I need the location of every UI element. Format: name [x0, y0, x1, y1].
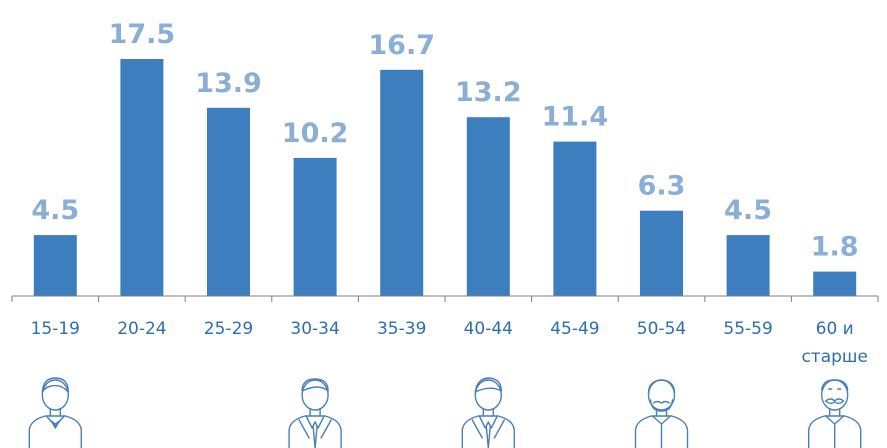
data-label-45-49: 11.4: [542, 102, 609, 133]
value-labels-layer: 4.5 17.5 13.9 10.2 16.7 13.2 11.4 6.3 4.5 1.8: [31, 19, 858, 263]
bar-20-24: [120, 59, 164, 296]
data-label-55-59: 4.5: [724, 195, 772, 226]
x-tick-label-50-54: 50-54: [637, 319, 686, 339]
young-man-icon: [28, 377, 82, 448]
data-label-25-29: 13.9: [195, 68, 262, 99]
bars-layer: [33, 59, 857, 296]
person-icons-row: [28, 377, 862, 448]
bar-50-54: [640, 210, 683, 296]
x-tick-labels: 15-19 20-24 25-29 30-34 35-39 40-44 45-49 50-54…: [31, 319, 868, 367]
data-label-40-44: 13.2: [455, 77, 522, 108]
businessman-icon: [288, 378, 342, 448]
elderly-man-icon: [808, 379, 862, 448]
bar-15-19: [33, 235, 77, 296]
data-label-35-39: 16.7: [368, 30, 435, 61]
x-axis: [11, 295, 879, 302]
bar-60 и старше: [813, 271, 857, 296]
x-tick-label-40-44: 40-44: [464, 319, 513, 339]
data-label-20-24: 17.5: [109, 19, 176, 50]
x-tick-label-20-24: 20-24: [117, 319, 166, 339]
data-label-30-34: 10.2: [282, 118, 349, 149]
data-label-50-54: 6.3: [638, 171, 686, 202]
x-tick-label-55-59: 55-59: [723, 319, 772, 339]
bar-35-39: [380, 69, 424, 296]
x-tick-label-60 и старше: 60 и старше: [801, 319, 867, 367]
x-tick-label-30-34: 30-34: [290, 319, 339, 339]
x-tick-label-15-19: 15-19: [31, 319, 80, 339]
data-label-60 и старше: 1.8: [811, 232, 859, 263]
x-tick-label-25-29: 25-29: [204, 319, 253, 339]
mustached-man-icon: [634, 379, 689, 448]
bar-55-59: [726, 235, 770, 296]
x-tick-label-45-49: 45-49: [550, 319, 599, 339]
bar-40-44: [466, 117, 510, 296]
bar-30-34: [293, 157, 337, 296]
bar-25-29: [207, 107, 250, 296]
man-in-suit-icon: [461, 377, 515, 448]
bar-45-49: [553, 141, 597, 296]
data-label-15-19: 4.5: [31, 195, 79, 226]
x-tick-label-35-39: 35-39: [377, 319, 426, 339]
